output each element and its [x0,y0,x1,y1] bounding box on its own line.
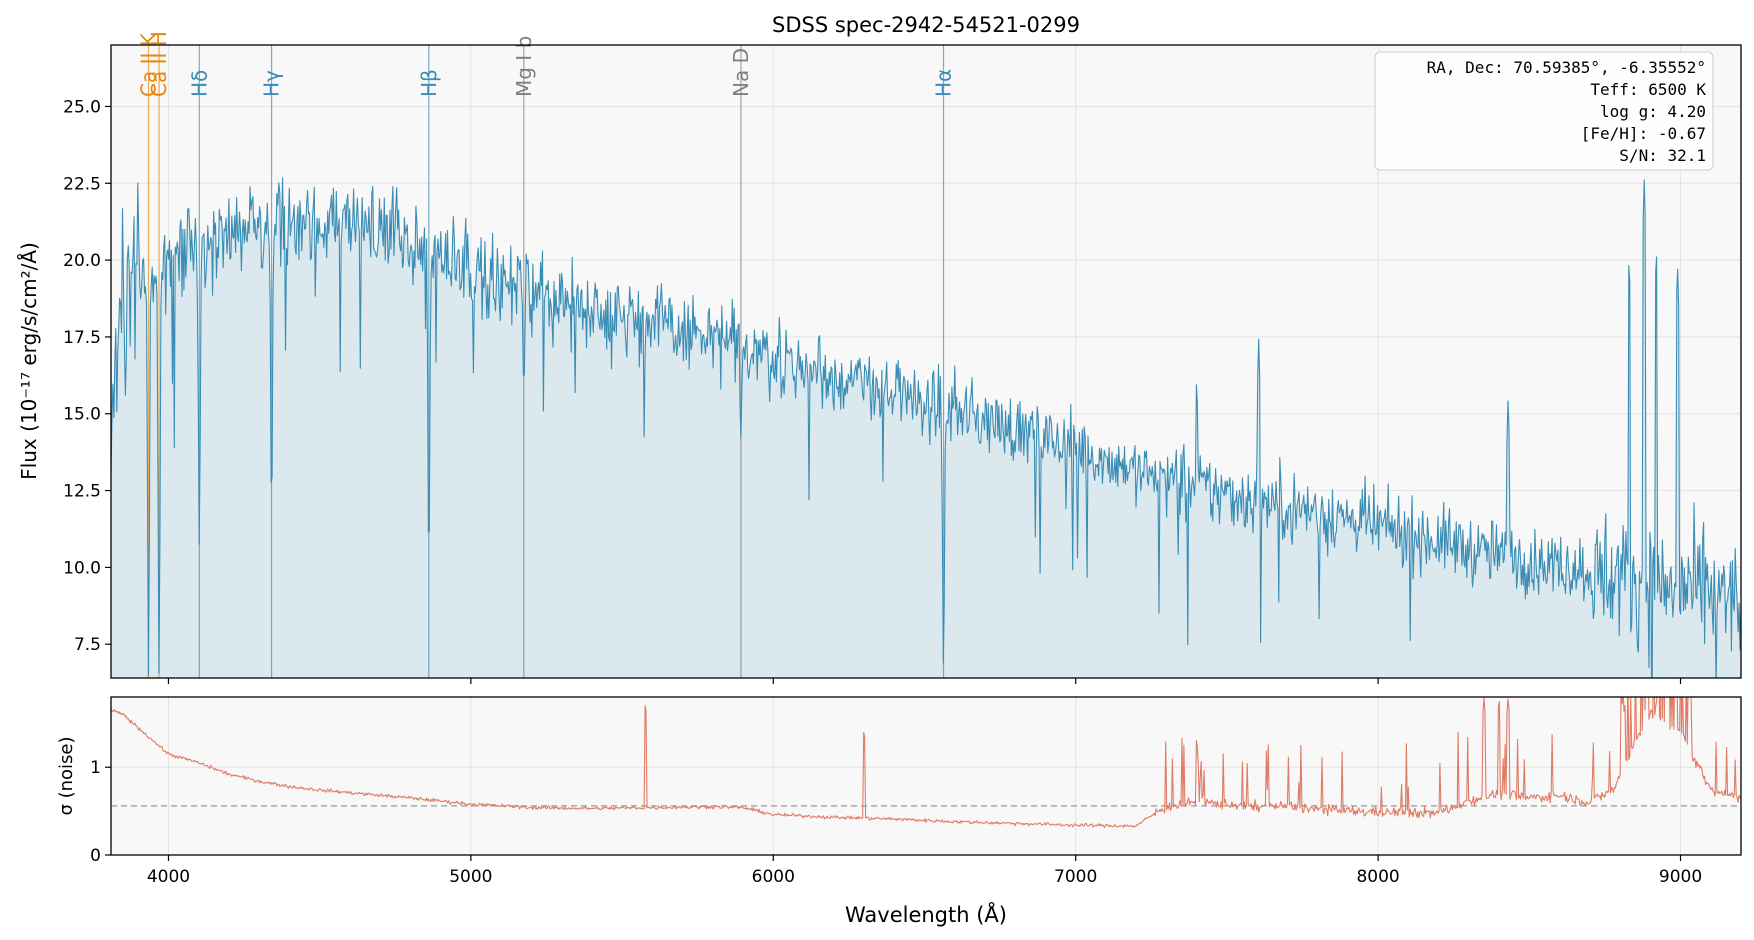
noise-x-ticks: 4000 5000 6000 7000 8000 9000 [147,855,1702,887]
flux-y-label: Flux (10⁻¹⁷ erg/s/cm²/Å) [17,242,41,480]
chart-title: SDSS spec-2942-54521-0299 [772,13,1080,37]
noise-y-label: σ (noise) [56,736,77,815]
noise-panel-frame [110,696,1742,856]
flux-y-ticks: 7.5 10.0 12.5 15.0 17.5 20.0 22.5 25.0 [63,97,111,655]
line-marker-label: Hβ [417,69,441,97]
param-feh: [Fe/H]: -0.67 [1581,124,1706,143]
flux-fill [111,178,1741,678]
line-marker-label: Mg I b [512,36,536,97]
x-tick-label: 6000 [752,867,795,887]
noise-plot-area [111,697,1741,829]
spectral-line-markers [147,45,945,678]
line-marker-label: Ca II H [147,31,171,97]
flux-y-tick-label: 22.5 [63,174,101,194]
flux-y-tick-label: 10.0 [63,558,101,578]
flux-plot-area [111,45,1741,678]
noise-line [111,697,1741,829]
param-coordinates: RA, Dec: 70.59385°, -6.35552° [1427,58,1706,77]
spectral-line-labels: Ca II KCa II H Hδ Hγ Hβ Mg I b Na D Hα [136,31,955,97]
flux-y-tick-label: 7.5 [74,635,101,655]
param-logg: log g: 4.20 [1600,102,1706,121]
flux-panel-frame [110,44,1742,679]
x-tick-label: 9000 [1659,867,1702,887]
noise-panel-background [111,697,1741,855]
x-tick-label: 7000 [1054,867,1097,887]
line-marker-label: Hα [932,69,956,97]
x-tick-label: 8000 [1356,867,1399,887]
flux-y-tick-label: 15.0 [63,405,101,425]
noise-y-tick-label: 0 [90,846,101,866]
noise-y-ticks: 01 [90,758,111,866]
x-axis-label: Wavelength (Å) [845,901,1007,927]
line-marker-label: Hδ [187,70,211,97]
flux-y-tick-label: 17.5 [63,328,101,348]
stellar-parameters-box: RA, Dec: 70.59385°, -6.35552° Teff: 6500… [1374,51,1714,171]
flux-y-tick-label: 12.5 [63,482,101,502]
flux-x-ticks [167,678,1682,684]
x-tick-label: 5000 [449,867,492,887]
flux-line [111,177,1741,678]
flux-y-tick-label: 25.0 [63,97,101,117]
flux-panel: Ca II KCa II H Hδ Hγ Hβ Mg I b Na D Hα 7.5 10.0… [17,13,1742,684]
line-marker-label: Na D [729,48,753,97]
line-marker-label: Ca II K [136,32,160,97]
noise-y-tick-label: 1 [90,758,101,778]
flux-y-tick-label: 20.0 [63,251,101,271]
param-snr: S/N: 32.1 [1619,146,1706,165]
line-marker-label: Hγ [260,70,284,97]
noise-panel: 01 4000 5000 6000 7000 8000 9000 σ (noise) Wa… [56,696,1742,927]
param-teff: Teff: 6500 K [1590,80,1706,99]
x-tick-label: 4000 [147,867,190,887]
